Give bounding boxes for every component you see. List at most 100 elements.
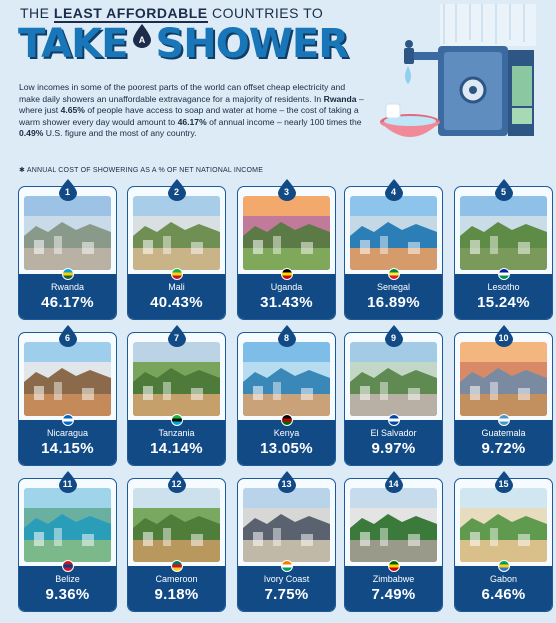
rank-drop-icon: 1 [58,179,77,201]
safe-shower-illustration [378,4,550,154]
city-photo [350,488,437,562]
cost-percent: 15.24% [477,294,530,311]
flag-icon [497,268,510,280]
rank-drop-icon: 6 [58,325,77,347]
country-card: 15 Gabon 6.46% [454,471,553,612]
city-photo [133,488,220,562]
cost-percent: 31.43% [260,294,313,311]
info-plate: Nicaragua 14.15% [19,414,116,465]
info-plate: Ivory Coast 7.75% [238,560,335,611]
country-name: El Salvador [370,428,417,438]
info-plate: Kenya 13.05% [238,414,335,465]
cost-percent: 7.75% [264,586,309,603]
rank-drop-icon: 14 [384,471,403,493]
flag-icon [280,414,293,426]
cost-percent: 9.18% [154,586,199,603]
cost-percent: 7.49% [371,586,416,603]
flag-icon [387,268,400,280]
subtitle-line: THE LEAST AFFORDABLE COUNTRIES TO [20,5,324,23]
country-name: Belize [55,574,80,584]
info-plate: Belize 9.36% [19,560,116,611]
rank-drop-icon: 13 [277,471,296,493]
drop-letter: A [139,35,146,45]
rank-number: 5 [500,187,506,197]
city-photo [350,342,437,416]
rank-number: 10 [498,333,509,343]
city-photo [24,488,111,562]
country-name: Gabon [489,574,518,584]
country-card: 5 Lesotho 15.24% [454,179,553,320]
title-word-shower: SHOWER [155,21,349,67]
rank-number: 14 [388,479,399,489]
rank-drop-icon: 7 [167,325,186,347]
info-plate: Cameroon 9.18% [128,560,225,611]
subtitle-bold: LEAST AFFORDABLE [53,5,208,23]
city-photo [24,196,111,270]
country-name: Guatemala [481,428,526,438]
rank-number: 7 [173,333,179,343]
info-plate: Tanzania 14.14% [128,414,225,465]
rank-number: 15 [498,479,509,489]
country-card: 4 Senegal 16.89% [344,179,443,320]
city-photo [24,342,111,416]
rank-drop-icon: 5 [494,179,513,201]
flag-icon [387,414,400,426]
rank-number: 2 [173,187,179,197]
flag-icon [170,268,183,280]
city-photo [460,196,547,270]
cost-percent: 16.89% [367,294,420,311]
title-word-take: TAKE [18,21,128,67]
info-plate: Lesotho 15.24% [455,268,552,319]
cost-percent: 46.17% [41,294,94,311]
rank-number: 6 [64,333,70,343]
country-name: Rwanda [50,282,85,292]
city-photo [243,488,330,562]
cost-percent: 13.05% [260,440,313,457]
rank-number: 12 [171,479,182,489]
flag-icon [170,414,183,426]
country-card: 12 Cameroon 9.18% [127,471,226,612]
city-photo [133,196,220,270]
country-name: Mali [168,282,185,292]
cost-percent: 14.15% [41,440,94,457]
info-plate: Zimbabwe 7.49% [345,560,442,611]
country-name: Ivory Coast [263,574,310,584]
country-name: Senegal [376,282,411,292]
country-name: Tanzania [158,428,195,438]
city-photo [460,342,547,416]
rank-drop-icon: 2 [167,179,186,201]
flag-icon [61,414,74,426]
rank-drop-icon: 12 [167,471,186,493]
rank-drop-icon: 10 [494,325,513,347]
city-photo [133,342,220,416]
info-plate: Uganda 31.43% [238,268,335,319]
cost-percent: 14.14% [150,440,203,457]
country-card: 6 Nicaragua 14.15% [18,325,117,466]
page-title: TAKE A SHOWER [18,21,349,67]
cost-percent: 9.72% [481,440,526,457]
country-card: 1 Rwanda 46.17% [18,179,117,320]
flag-icon [61,268,74,280]
country-card: 3 Uganda 31.43% [237,179,336,320]
country-name: Uganda [270,282,303,292]
flag-icon [280,268,293,280]
info-plate: Mali 40.43% [128,268,225,319]
rank-number: 4 [390,187,396,197]
cost-percent: 9.97% [371,440,416,457]
cost-percent: 6.46% [481,586,526,603]
footnote: ✱ ANNUAL COST OF SHOWERING AS A % OF NET… [19,167,264,174]
flag-icon [387,560,400,572]
country-card: 8 Kenya 13.05% [237,325,336,466]
flag-icon [61,560,74,572]
rank-number: 1 [64,187,70,197]
info-plate: Gabon 6.46% [455,560,552,611]
rank-number: 13 [281,479,292,489]
info-plate: El Salvador 9.97% [345,414,442,465]
country-card: 10 Guatemala 9.72% [454,325,553,466]
city-photo [243,196,330,270]
rank-number: 8 [283,333,289,343]
rank-number: 11 [62,479,73,489]
country-card: 14 Zimbabwe 7.49% [344,471,443,612]
rank-drop-icon: 8 [277,325,296,347]
country-card: 7 Tanzania 14.14% [127,325,226,466]
